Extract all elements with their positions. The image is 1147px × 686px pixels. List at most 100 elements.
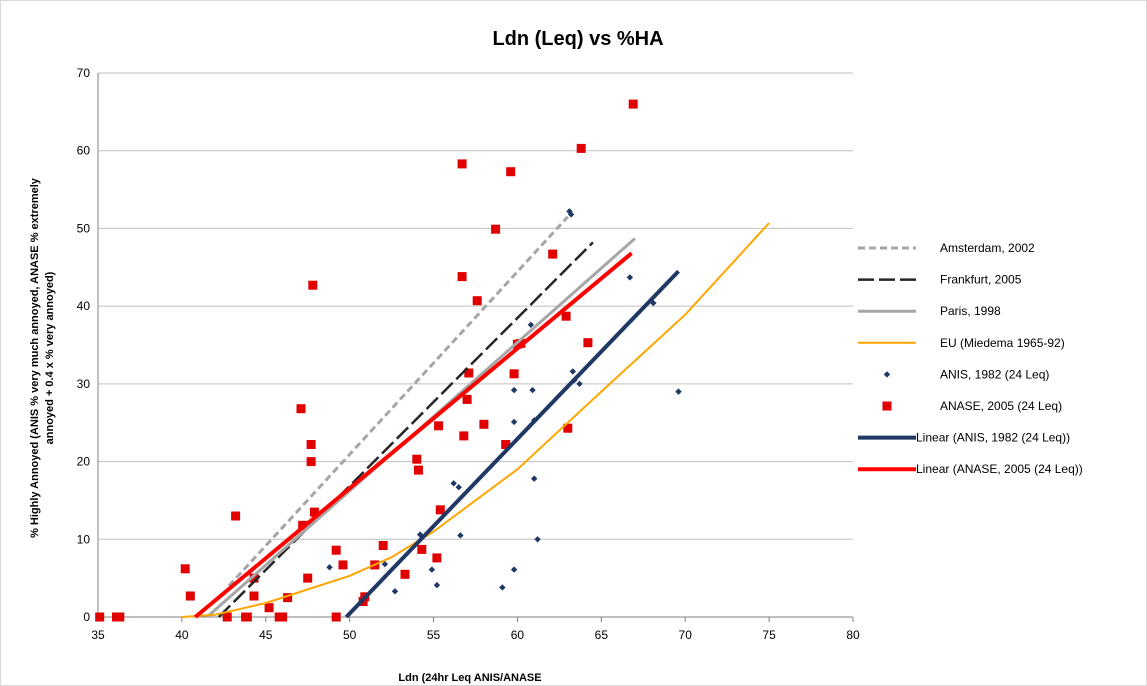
ANASE-point: [308, 280, 318, 290]
ANASE-point: [563, 423, 573, 433]
ANASE-point: [331, 612, 341, 622]
legend-item-eu-miedema-1965-92: EU (Miedema 1965-92): [858, 336, 1065, 350]
y-tick-label: 60: [77, 144, 91, 158]
ANASE-point: [561, 311, 571, 321]
ANASE-point: [309, 507, 319, 517]
ANIS-point: [527, 321, 535, 328]
x-tick-label: 50: [343, 628, 357, 642]
ANASE-point: [222, 612, 232, 622]
legend-swatch: [882, 401, 892, 411]
x-tick-label: 75: [762, 628, 776, 642]
ANASE-point: [400, 569, 410, 579]
legend-item-frankfurt-2005: Frankfurt, 2005: [858, 273, 1022, 287]
ANIS-point: [450, 480, 457, 487]
y-axis-title: % Highly Annoyed (ANIS % very much annoy…: [29, 177, 56, 538]
ANASE-point: [548, 249, 558, 259]
ANASE-point: [501, 440, 511, 449]
ANASE-point: [434, 421, 444, 431]
ANASE-point: [462, 394, 472, 404]
y-tick-label: 40: [77, 299, 91, 313]
x-tick-label: 70: [679, 628, 693, 642]
ANIS-point: [416, 531, 424, 538]
ANIS-point: [567, 211, 575, 218]
ANASE-point: [491, 224, 501, 234]
legend-label: Linear (ANASE, 2005 (24 Leq)): [916, 462, 1083, 476]
x-tick-label: 45: [259, 628, 273, 642]
ANIS-point: [675, 388, 682, 395]
ANASE-point: [278, 612, 288, 622]
series-line-linear-anase-2005-24-leq: [194, 251, 633, 619]
ANASE-point: [583, 338, 593, 348]
legend-label: ANIS, 1982 (24 Leq): [940, 367, 1049, 381]
ANIS-point: [433, 581, 441, 589]
grid-layer: [98, 72, 853, 540]
ANIS-point: [499, 584, 506, 591]
ANIS-point: [326, 564, 333, 571]
ANIS-point: [455, 484, 462, 491]
ANIS-point: [457, 532, 464, 539]
ANASE-point: [306, 457, 316, 467]
legend-item-paris-1998: Paris, 1998: [858, 304, 1001, 318]
ANASE-point: [242, 612, 252, 622]
x-tick-label: 60: [511, 628, 525, 642]
ANIS-point: [391, 588, 399, 595]
series-line-linear-anis-1982-24-leq: [344, 269, 680, 619]
ANIS-point: [529, 386, 536, 394]
ANASE-point: [264, 603, 274, 613]
axis-layer: 0 10 20 30 40 50 60 70 35 40 45 50 55 60 65 70 75 80: [77, 66, 860, 642]
ANIS-point: [381, 560, 389, 568]
legend: Amsterdam, 2002 Frankfurt, 2005 Paris, 199…: [858, 241, 1083, 476]
ANASE-point: [185, 591, 195, 601]
x-tick-label: 80: [846, 628, 860, 642]
ANASE-point: [506, 167, 516, 177]
y-tick-label: 20: [77, 455, 91, 469]
x-tick-label: 40: [175, 628, 189, 642]
ANASE-point: [479, 419, 489, 429]
x-tick-label: 65: [595, 628, 609, 642]
y-axis-title-line2: annoyed + 0.4 x % very annoyed): [44, 271, 56, 444]
ANASE-point: [283, 593, 293, 603]
ANASE-point: [95, 612, 105, 622]
series-line-amsterdam-2002: [227, 215, 569, 587]
legend-label: Linear (ANIS, 1982 (24 Leq)): [916, 431, 1070, 445]
legend-item-linear-anis-1982-24-leq: Linear (ANIS, 1982 (24 Leq)): [858, 431, 1070, 445]
ANIS-point: [510, 566, 518, 573]
ANASE-point: [296, 404, 306, 414]
ANIS-point: [534, 536, 541, 543]
ANASE-point: [432, 553, 442, 563]
legend-item-anase-2005-24-leq: ANASE, 2005 (24 Leq): [882, 399, 1062, 413]
x-axis-title: Ldn (24hr Leq ANIS/ANASE: [398, 672, 541, 684]
y-tick-label: 10: [77, 532, 91, 546]
x-tick-label: 35: [91, 628, 105, 642]
ANASE-point: [576, 143, 586, 153]
ANIS-point: [626, 274, 634, 281]
ANIS-point: [569, 368, 577, 375]
legend-label: ANASE, 2005 (24 Leq): [940, 399, 1062, 413]
ANIS-point: [531, 475, 538, 482]
ANASE-point: [459, 431, 469, 441]
ANASE-point: [417, 544, 427, 554]
ANIS-point: [510, 418, 518, 426]
series-line-frankfurt-2005: [217, 241, 594, 618]
chart-title: Ldn (Leq) vs %HA: [492, 28, 663, 50]
ANASE-point: [457, 272, 467, 282]
legend-item-anis-1982-24-leq: ANIS, 1982 (24 Leq): [883, 367, 1049, 381]
ANASE-point: [180, 564, 190, 574]
y-axis-title-line1: % Highly Annoyed (ANIS % very much annoy…: [29, 177, 41, 538]
ANIS-point: [510, 386, 518, 394]
ANASE-point: [249, 591, 259, 601]
ANIS-point: [428, 566, 436, 573]
ANASE-point: [435, 505, 445, 515]
legend-label: Paris, 1998: [940, 304, 1001, 318]
y-tick-label: 70: [77, 66, 91, 80]
ANASE-point: [338, 560, 348, 570]
y-tick-label: 50: [77, 221, 91, 235]
series-layer: [95, 99, 770, 622]
ANASE-point: [115, 612, 125, 622]
ANASE-point: [472, 296, 482, 306]
ANASE-point: [464, 368, 474, 378]
ANASE-point: [231, 511, 241, 521]
